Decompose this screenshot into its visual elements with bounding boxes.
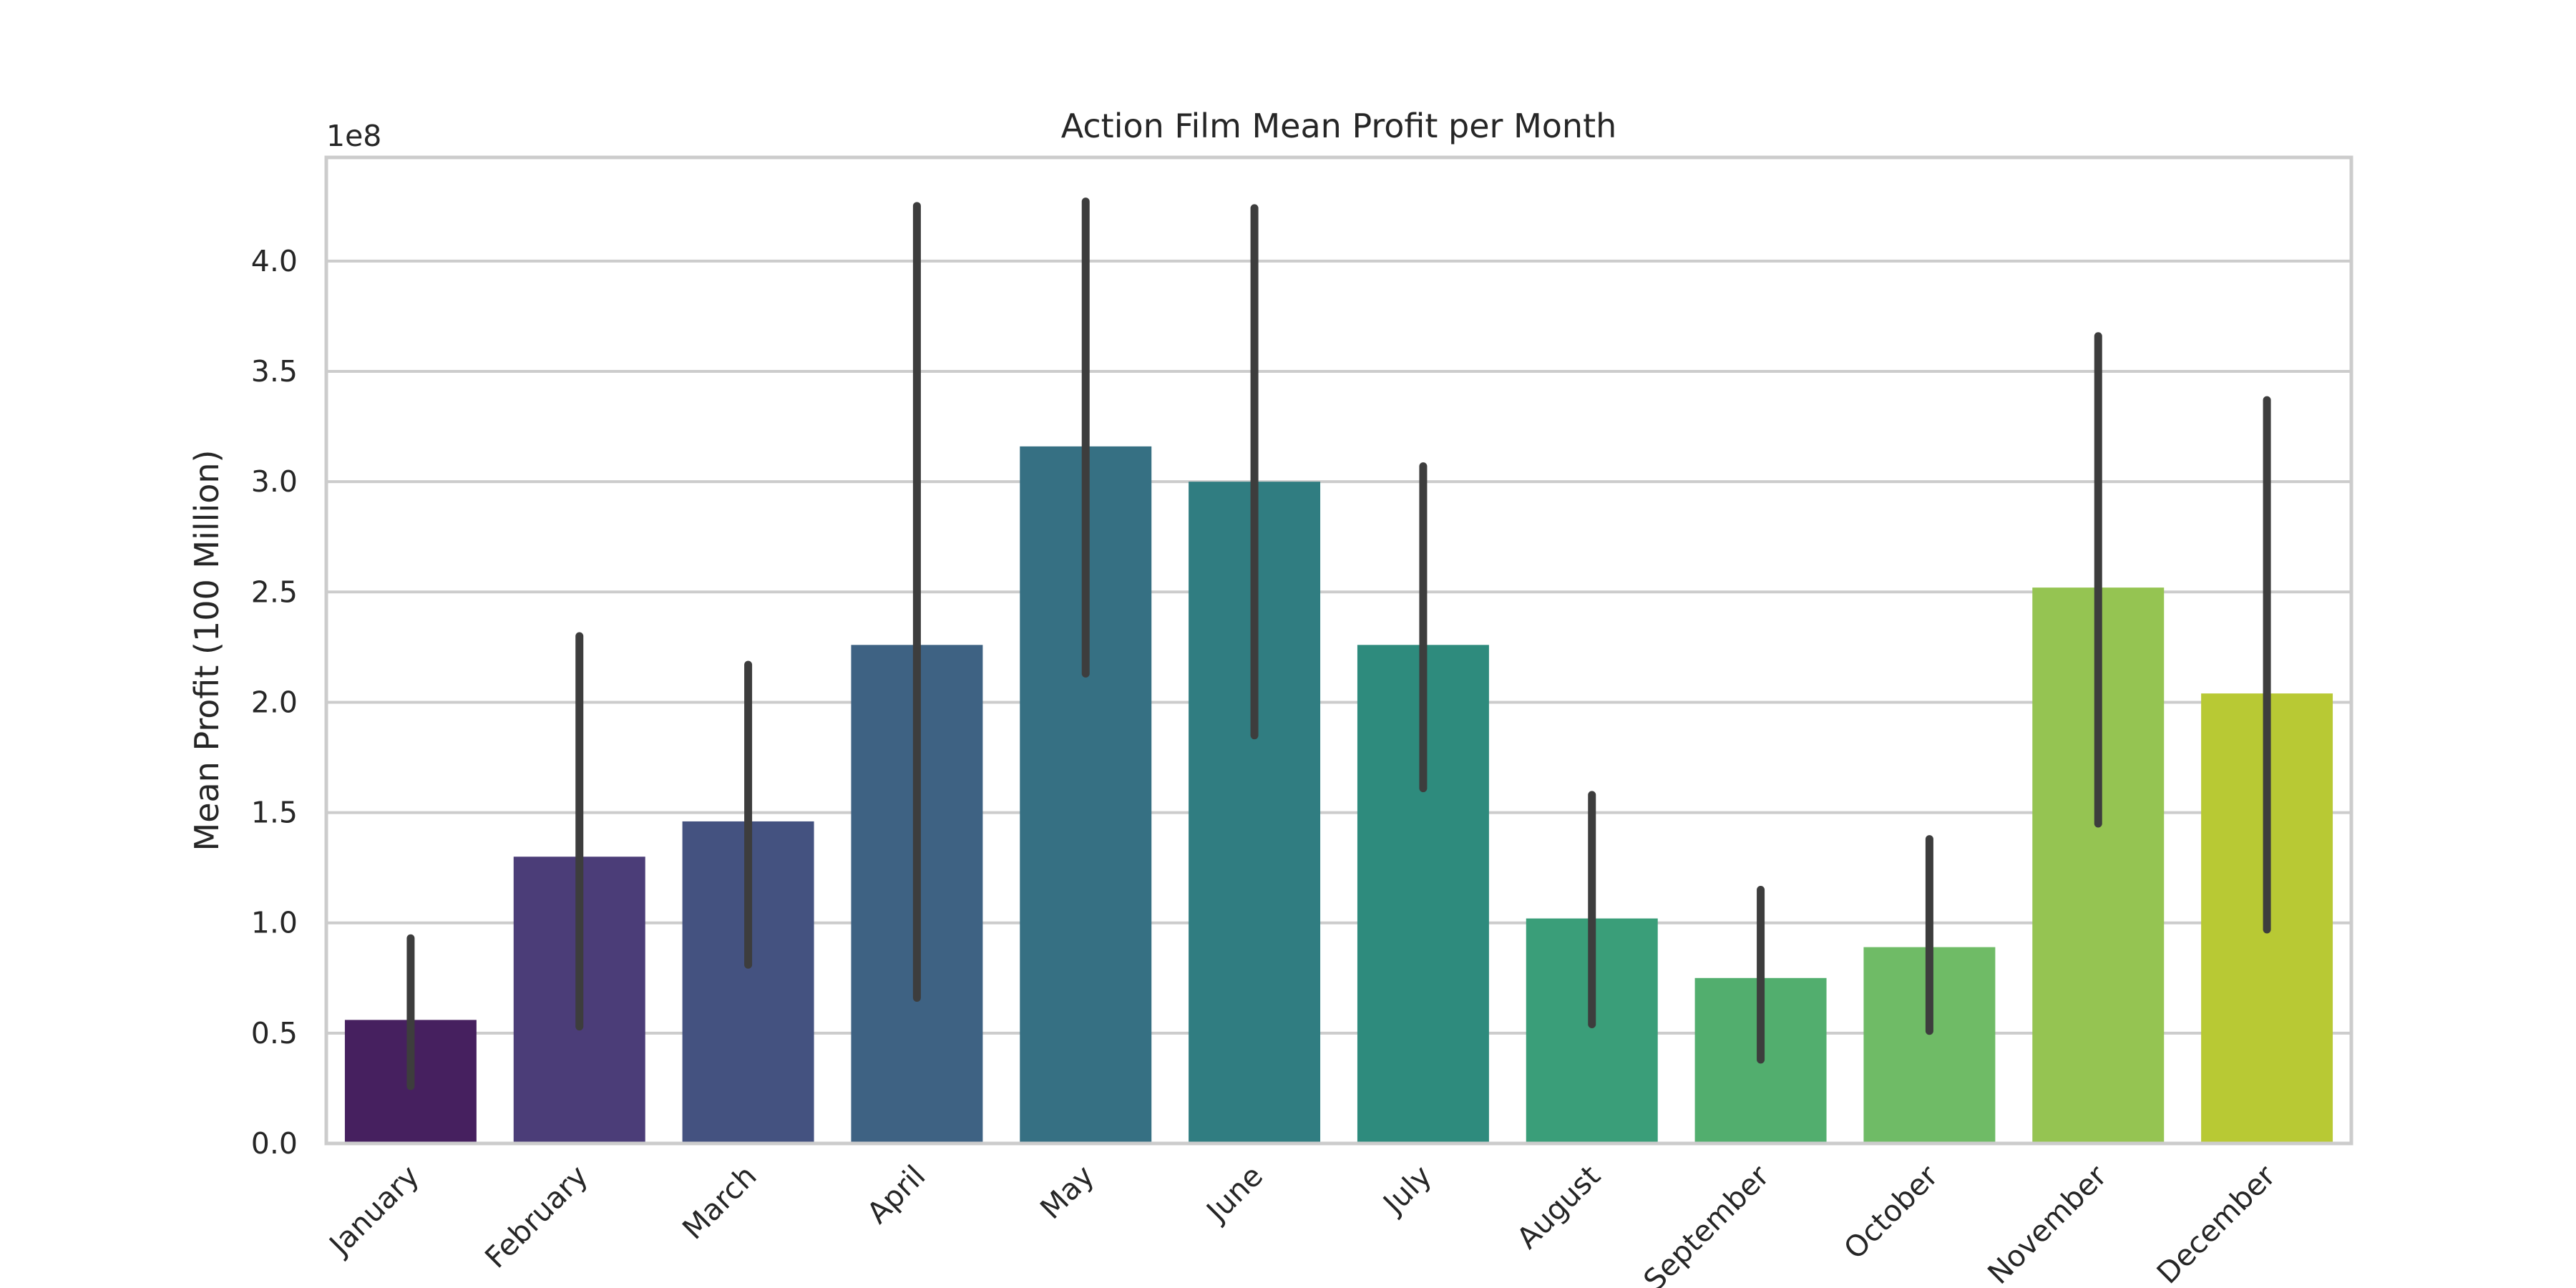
error-bars xyxy=(406,197,2271,1091)
x-tick-label: May xyxy=(1033,1158,1101,1226)
x-tick-label: June xyxy=(1199,1158,1269,1229)
x-tick-labels: January February March April May June July Augu… xyxy=(321,1158,2282,1288)
x-tick-label: December xyxy=(2150,1158,2282,1288)
grid-lines xyxy=(326,259,2351,1145)
y-axis-label: Mean Profit (100 Million) xyxy=(187,450,226,852)
x-tick-label: September xyxy=(1636,1158,1775,1288)
x-tick-label: November xyxy=(1981,1158,2114,1288)
y-axis-offset-label: 1e8 xyxy=(326,119,381,153)
x-tick-label: February xyxy=(478,1158,594,1274)
x-tick-label: August xyxy=(1510,1158,1606,1255)
x-tick-label: March xyxy=(675,1158,763,1246)
y-tick-label: 1.5 xyxy=(251,796,298,830)
x-tick-label: July xyxy=(1375,1158,1438,1221)
y-tick-label: 0.5 xyxy=(251,1016,298,1050)
y-tick-label: 0.0 xyxy=(251,1126,298,1161)
y-tick-label: 1.0 xyxy=(251,906,298,940)
plot-frame xyxy=(324,155,2353,1146)
y-tick-label: 2.5 xyxy=(251,575,298,609)
y-tick-label: 3.5 xyxy=(251,354,298,389)
chart-title: Action Film Mean Profit per Month xyxy=(1061,107,1617,145)
x-tick-label: October xyxy=(1838,1158,1945,1266)
x-tick-label: January xyxy=(321,1158,426,1263)
y-tick-labels: 0.0 0.5 1.0 1.5 2.0 2.5 3.0 3.5 4.0 xyxy=(251,244,298,1161)
bars xyxy=(344,446,2333,1143)
y-tick-label: 3.0 xyxy=(251,464,298,499)
x-tick-label: April xyxy=(860,1158,932,1230)
y-tick-label: 2.0 xyxy=(251,685,298,719)
y-tick-label: 4.0 xyxy=(251,244,298,278)
